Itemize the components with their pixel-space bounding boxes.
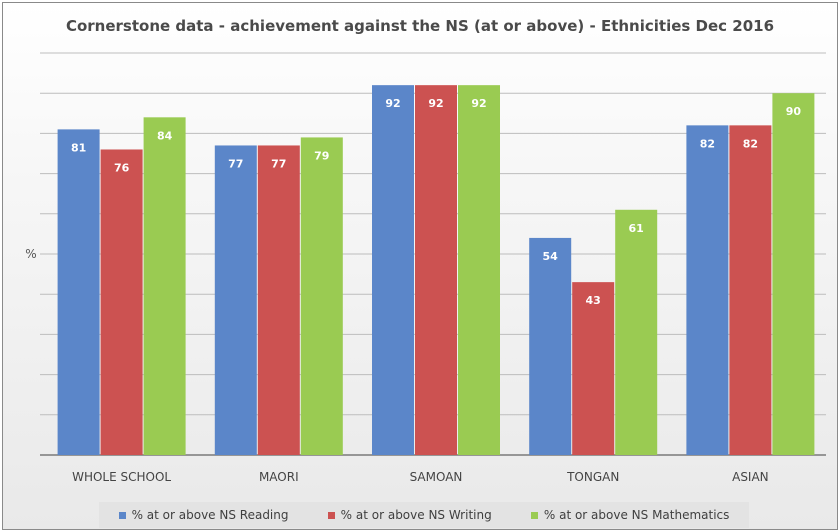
bar — [572, 282, 615, 455]
bar — [214, 145, 257, 455]
bar — [772, 93, 815, 455]
bar — [686, 125, 729, 456]
bar — [458, 85, 500, 455]
data-label: 82 — [700, 137, 715, 150]
data-label: 43 — [586, 294, 601, 307]
bar — [257, 145, 300, 455]
bar — [143, 117, 186, 455]
x-tick-label: ASIAN — [732, 470, 769, 484]
x-tick-label: TONGAN — [566, 470, 619, 484]
data-label: 90 — [786, 105, 802, 118]
bar — [100, 149, 143, 456]
legend-item: % at or above NS Reading — [118, 508, 289, 522]
data-label: 82 — [743, 137, 758, 150]
data-label: 76 — [114, 161, 130, 174]
data-label: 61 — [629, 222, 644, 235]
data-label: 79 — [314, 149, 329, 162]
chart-title: Cornerstone data - achievement against t… — [65, 17, 775, 35]
data-label: 77 — [271, 157, 286, 170]
bar — [615, 209, 658, 455]
x-tick-label: WHOLE SCHOOL — [72, 470, 171, 484]
x-tick-label: MAORI — [259, 470, 299, 484]
bar — [529, 237, 572, 455]
y-axis-label: % — [25, 247, 36, 261]
bar — [372, 85, 414, 455]
legend-swatch — [530, 511, 538, 519]
data-label: 54 — [543, 250, 559, 263]
data-label: 92 — [385, 97, 400, 110]
data-label: 92 — [428, 97, 443, 110]
data-label: 92 — [471, 97, 486, 110]
data-label: 81 — [71, 141, 86, 154]
data-label: 84 — [157, 129, 173, 142]
legend-label: % at or above NS Reading — [131, 508, 289, 522]
legend-label: % at or above NS Writing — [340, 508, 492, 522]
bar — [300, 137, 343, 456]
bar — [729, 125, 772, 456]
legend-item: % at or above NS Mathematics — [530, 508, 730, 522]
legend-item: % at or above NS Writing — [327, 508, 492, 522]
legend-label: % at or above NS Mathematics — [543, 508, 730, 522]
legend-swatch — [327, 511, 335, 519]
legend: % at or above NS Reading % at or above NS… — [99, 502, 749, 528]
legend-swatch — [118, 511, 126, 519]
bar — [415, 85, 457, 455]
bar — [57, 129, 100, 455]
data-label: 77 — [228, 157, 243, 170]
x-tick-label: SAMOAN — [410, 470, 463, 484]
